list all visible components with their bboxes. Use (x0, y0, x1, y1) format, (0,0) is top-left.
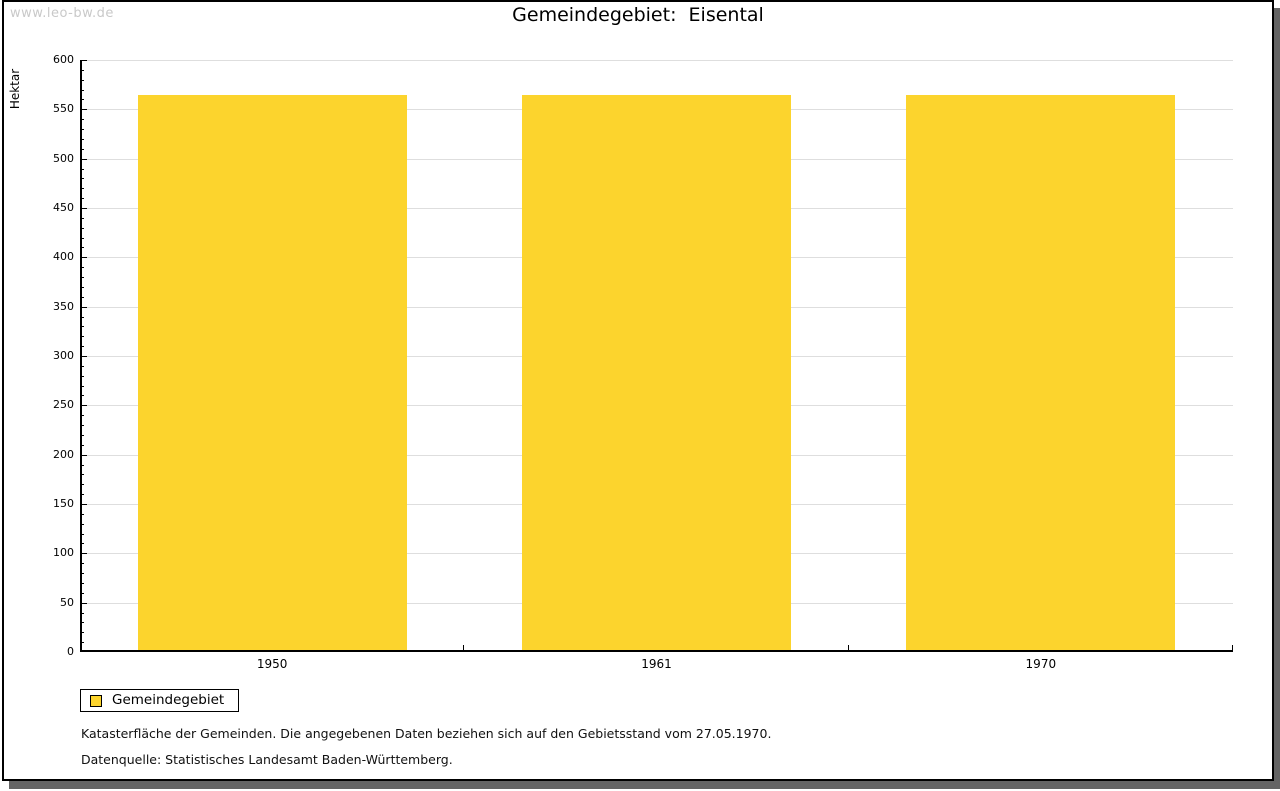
bar (137, 94, 407, 652)
y-tick-minor (80, 227, 84, 229)
y-tick-label: 450 (53, 201, 74, 214)
y-tick-minor (80, 79, 84, 81)
y-tick-major (80, 158, 87, 160)
y-tick-minor (80, 415, 84, 417)
watermark: www.leo-bw.de (10, 6, 114, 21)
y-tick-minor (80, 523, 84, 525)
y-axis-title: Hektar (8, 68, 23, 110)
y-tick-label: 600 (53, 53, 74, 66)
y-tick-minor (80, 395, 84, 397)
y-tick-minor (80, 99, 84, 101)
y-tick-label: 300 (53, 349, 74, 362)
y-tick-major (80, 553, 87, 555)
y-tick-minor (80, 425, 84, 427)
x-category-label: 1970 (1025, 657, 1057, 671)
y-tick-minor (80, 346, 84, 348)
y-tick-minor (80, 365, 84, 367)
y-tick-minor (80, 168, 84, 170)
y-tick-minor (80, 573, 84, 575)
y-axis-line (80, 60, 82, 652)
y-tick-major (80, 60, 87, 61)
y-tick-minor (80, 464, 84, 466)
y-tick-minor (80, 513, 84, 515)
legend-swatch-icon (90, 694, 102, 707)
gridline (80, 60, 1233, 61)
y-tick-minor (80, 277, 84, 279)
y-tick-label: 50 (60, 595, 74, 609)
y-tick-label: 250 (53, 398, 74, 412)
y-tick-minor (80, 296, 84, 298)
y-tick-minor (80, 336, 84, 338)
y-tick-minor (80, 89, 84, 91)
legend: Gemeindegebiet (80, 689, 240, 712)
legend-label: Gemeindegebiet (112, 692, 225, 708)
y-tick-major (80, 454, 87, 456)
bar (906, 94, 1176, 652)
y-tick-label: 0 (67, 645, 74, 658)
y-tick-minor (80, 267, 84, 269)
y-tick-minor (80, 494, 84, 496)
y-tick-major (80, 257, 87, 259)
y-tick-minor (80, 612, 84, 614)
y-tick-minor (80, 582, 84, 584)
y-tick-minor (80, 484, 84, 486)
y-tick-minor (80, 474, 84, 476)
x-axis-line (80, 650, 1233, 652)
y-tick-minor (80, 69, 84, 71)
y-tick-label: 350 (53, 299, 74, 313)
footnote-line2: Datenquelle: Statistisches Landesamt Bad… (81, 752, 453, 767)
y-tick-label: 500 (53, 151, 74, 165)
y-tick-major (80, 356, 87, 357)
y-tick-minor (80, 286, 84, 288)
y-tick-minor (80, 592, 84, 594)
y-tick-label: 200 (53, 447, 74, 461)
y-tick-minor (80, 119, 84, 121)
y-tick-minor (80, 533, 84, 535)
y-tick-major (80, 504, 87, 505)
y-tick-label: 400 (53, 250, 74, 264)
y-tick-minor (80, 326, 84, 328)
y-tick-label: 100 (53, 546, 74, 560)
y-tick-minor (80, 198, 84, 200)
plot-area: 0 50 100 150 200 250 300 350 400 450 500 550 600 1950… (53, 53, 1233, 671)
y-tick-minor (80, 188, 84, 190)
y-tick-minor (80, 444, 84, 446)
chart-title: Gemeindegebiet: Eisental (512, 4, 764, 26)
y-tick-minor (80, 632, 84, 634)
y-tick-major (80, 306, 87, 308)
x-tick (848, 645, 849, 652)
x-category-label: 1961 (641, 657, 672, 671)
y-tick-minor (80, 434, 84, 436)
y-tick-major (80, 208, 87, 209)
y-tick-major (80, 109, 87, 111)
x-tick (1232, 645, 1233, 652)
y-tick-minor (80, 316, 84, 318)
y-tick-minor (80, 217, 84, 219)
y-tick-major (80, 405, 87, 407)
y-tick-minor (80, 178, 84, 180)
y-tick-minor (80, 543, 84, 545)
x-category-label: 1950 (256, 657, 288, 671)
y-tick-minor (80, 148, 84, 150)
y-axis-title-box: Hektar (4, 54, 26, 124)
y-tick-major (80, 602, 87, 604)
y-tick-label: 150 (53, 497, 74, 510)
footnote-line1: Katasterfläche der Gemeinden. Die angege… (81, 726, 772, 741)
y-tick-minor (80, 385, 84, 387)
y-tick-minor (80, 642, 84, 644)
y-tick-minor (80, 138, 84, 140)
y-tick-minor (80, 563, 84, 565)
y-tick-label: 550 (53, 102, 74, 116)
y-tick-minor (80, 129, 84, 131)
y-tick-minor (80, 247, 84, 249)
y-tick-minor (80, 237, 84, 239)
x-tick (463, 645, 464, 652)
bar (521, 94, 791, 652)
y-tick-minor (80, 622, 84, 624)
y-tick-minor (80, 375, 84, 377)
